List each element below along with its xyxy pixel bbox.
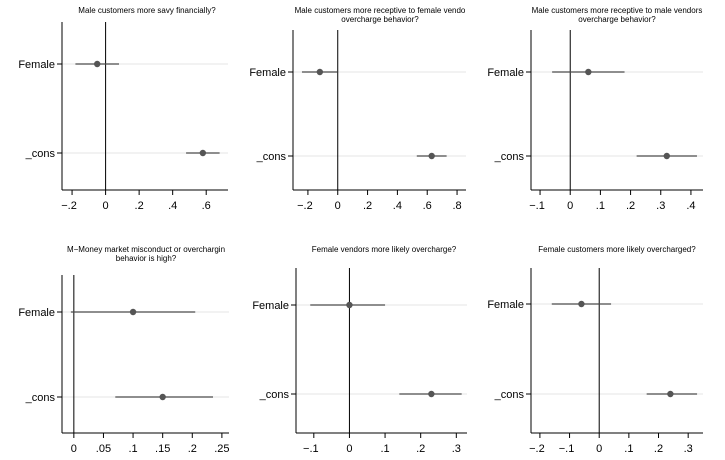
panel-title: Male customers more receptive to male ve…: [532, 6, 703, 15]
x-tick-label: .1: [128, 443, 137, 455]
panel-title: Male customers more receptive to female …: [295, 6, 466, 15]
x-tick-label: .3: [452, 443, 461, 455]
x-tick-label: −.1: [559, 443, 575, 455]
y-tick-label: _cons: [25, 392, 56, 404]
point-estimate: [94, 60, 101, 68]
minus-sign: −: [303, 443, 309, 455]
x-tick-label: −.2: [297, 200, 313, 212]
x-tick-label: 0: [567, 200, 573, 212]
minus-sign: −: [559, 443, 565, 455]
panel-6: Female customers more likely overcharged…: [487, 245, 703, 455]
x-tick-label: 0: [335, 200, 341, 212]
point-estimate: [428, 152, 435, 160]
panel-4: M−Money market misconduct or overchargin…: [18, 245, 229, 455]
point-estimate: [199, 149, 207, 157]
minus-sign: −: [61, 200, 67, 212]
y-tick-label: Female: [18, 59, 55, 71]
x-tick-label: .1: [380, 443, 389, 455]
panel-title: Female vendors more likely overcharge?: [312, 245, 457, 254]
panel-3: Male customers more receptive to male ve…: [487, 6, 703, 212]
y-tick-label: Female: [18, 307, 55, 319]
x-tick-label: .2: [626, 200, 635, 212]
x-tick-label: .25: [214, 443, 229, 455]
y-tick-label: _cons: [25, 148, 56, 160]
point-estimate: [316, 68, 324, 76]
point-estimate: [346, 301, 353, 309]
panel-2: Male customers more receptive to female …: [249, 6, 466, 212]
point-estimate: [667, 390, 674, 398]
y-tick-label: Female: [487, 67, 524, 79]
panel-title: overcharge behavior?: [341, 15, 419, 24]
y-tick-label: Female: [252, 300, 289, 312]
panel-title: Male customers more savy financially?: [78, 6, 216, 15]
y-tick-label: _cons: [259, 389, 290, 401]
x-tick-value: .2: [68, 200, 77, 212]
x-tick-label: .2: [188, 443, 197, 455]
x-tick-label: .8: [452, 200, 461, 212]
y-tick-label: Female: [487, 299, 524, 311]
x-tick-label: −.2: [529, 443, 545, 455]
x-tick-label: .2: [654, 443, 663, 455]
x-tick-label: 0: [596, 443, 602, 455]
x-tick-label: 0: [346, 443, 352, 455]
x-tick-label: .3: [656, 200, 665, 212]
minus-sign: −: [297, 200, 303, 212]
y-tick-label: _cons: [256, 151, 287, 163]
panel-title: behavior is high?: [116, 254, 177, 263]
panel-title: Female customers more likely overcharged…: [538, 245, 696, 254]
x-tick-label: .2: [135, 200, 144, 212]
x-tick-label: .15: [155, 443, 170, 455]
x-tick-label: .2: [363, 200, 372, 212]
x-tick-label: .4: [168, 200, 177, 212]
minus-sign: −: [529, 200, 535, 212]
x-tick-label: .4: [686, 200, 695, 212]
point-estimate: [663, 152, 670, 160]
x-tick-label: .4: [393, 200, 402, 212]
y-tick-label: Female: [249, 67, 286, 79]
point-estimate: [578, 300, 585, 308]
x-tick-label: −.1: [529, 200, 545, 212]
x-tick-label: −.2: [61, 200, 77, 212]
x-tick-label: .1: [624, 443, 633, 455]
point-estimate: [129, 308, 137, 316]
x-tick-value: .2: [536, 443, 545, 455]
x-tick-label: .1: [596, 200, 605, 212]
x-tick-label: .3: [684, 443, 693, 455]
x-tick-value: .1: [309, 443, 318, 455]
x-tick-label: 0: [71, 443, 77, 455]
point-estimate: [428, 390, 435, 398]
x-tick-label: .6: [202, 200, 211, 212]
panel-5: Female vendors more likely overcharge? Fe…: [252, 245, 467, 455]
panel-title: overcharge behavior?: [578, 15, 656, 24]
panel-1: Male customers more savy financially? Fem…: [18, 6, 228, 212]
x-tick-value: .2: [304, 200, 313, 212]
panel-title: M−Money market misconduct or overchargin: [67, 245, 225, 254]
point-estimate: [159, 393, 166, 401]
x-tick-label: .6: [423, 200, 432, 212]
x-tick-label: −.1: [303, 443, 319, 455]
point-estimate: [585, 68, 592, 76]
y-tick-label: _cons: [494, 151, 525, 163]
y-tick-label: _cons: [494, 389, 525, 401]
x-tick-label: 0: [103, 200, 109, 212]
x-tick-label: .2: [416, 443, 425, 455]
x-tick-value: .1: [565, 443, 574, 455]
minus-sign: −: [529, 443, 535, 455]
x-tick-value: .1: [536, 200, 545, 212]
x-tick-label: .05: [96, 443, 111, 455]
